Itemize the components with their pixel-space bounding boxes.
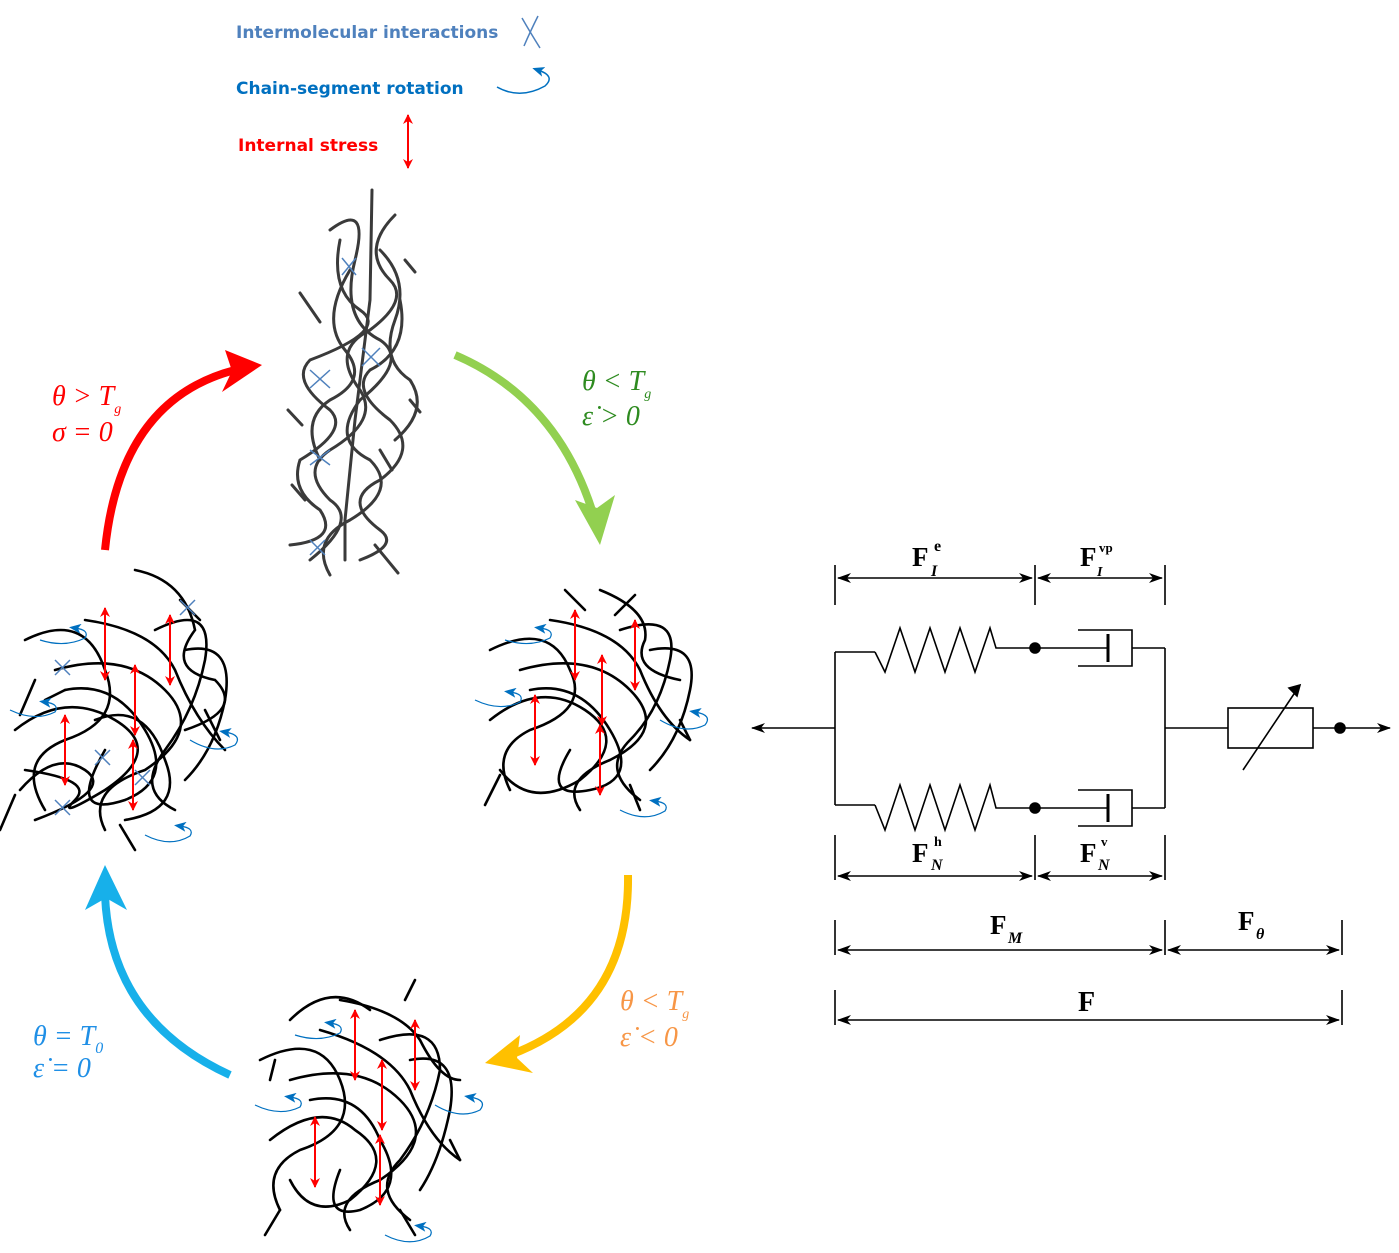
cycle-arrow-top-left-head	[222, 350, 262, 392]
condition-bottom-right-line1: θ < Tg	[620, 986, 689, 1022]
label-Ftheta: Fθ	[1238, 906, 1265, 943]
condition-top-right-line1: θ < Tg	[582, 366, 651, 402]
legend-rotation-label: Chain-segment rotation	[236, 79, 464, 99]
interaction-cross-icon	[521, 15, 541, 49]
label-FNh: F Nh	[912, 835, 944, 874]
condition-top-left-line1: θ > Tg	[52, 381, 121, 417]
condition-bottom-left-line1: θ = T0	[33, 1021, 103, 1057]
right-polymer-network	[474, 588, 708, 818]
condition-bottom-right-line2: ε̇ < 0	[620, 1022, 678, 1053]
label-FIvp: FIvp	[1080, 540, 1113, 580]
cycle-arrow-bottom-right-head	[485, 1035, 533, 1073]
spring-FIe	[874, 625, 1035, 675]
label-FIe: F Ie	[912, 538, 941, 580]
condition-top-left-line2: σ = 0	[52, 417, 113, 448]
label-FNv: FNv	[1080, 834, 1111, 874]
condition-bottom-left: θ = T0 ε̇ = 0	[33, 1021, 103, 1084]
spring-FNh	[874, 782, 1035, 833]
cycle-arrow-bottom-left-head	[85, 865, 127, 910]
condition-bottom-right: θ < Tg ε̇ < 0	[620, 986, 689, 1053]
cycle-arrow-top-left	[101, 366, 237, 551]
label-F: F	[1078, 987, 1095, 1018]
stretched-network-crosslinks	[309, 257, 381, 556]
bottom-polymer-network	[254, 978, 483, 1243]
cycle-arrow-bottom-left	[101, 894, 232, 1079]
rheological-model	[751, 565, 1391, 1025]
label-FM: FM	[990, 910, 1023, 947]
cycle-arrow-top-right-head	[575, 495, 615, 545]
legend-stress-label: Internal stress	[238, 136, 378, 156]
rotation-arrow-icon	[496, 67, 550, 94]
legend: Intermolecular interactions Chain-segmen…	[236, 15, 550, 169]
condition-top-right: θ < Tg ε̇ > 0	[582, 366, 651, 432]
condition-bottom-left-line2: ε̇ = 0	[33, 1053, 91, 1084]
condition-top-right-line2: ε̇ > 0	[582, 401, 640, 432]
left-polymer-network	[0, 568, 238, 852]
stretched-polymer-network	[286, 188, 422, 577]
cycle-arrow-bottom-right	[508, 874, 633, 1059]
cycle-arrow-top-right	[453, 351, 599, 522]
model-labels: F Ie FIvp F Nh FNv FM Fθ F	[912, 538, 1265, 1018]
legend-interactions-label: Intermolecular interactions	[236, 23, 498, 43]
condition-top-left: θ > Tg σ = 0	[52, 381, 121, 448]
